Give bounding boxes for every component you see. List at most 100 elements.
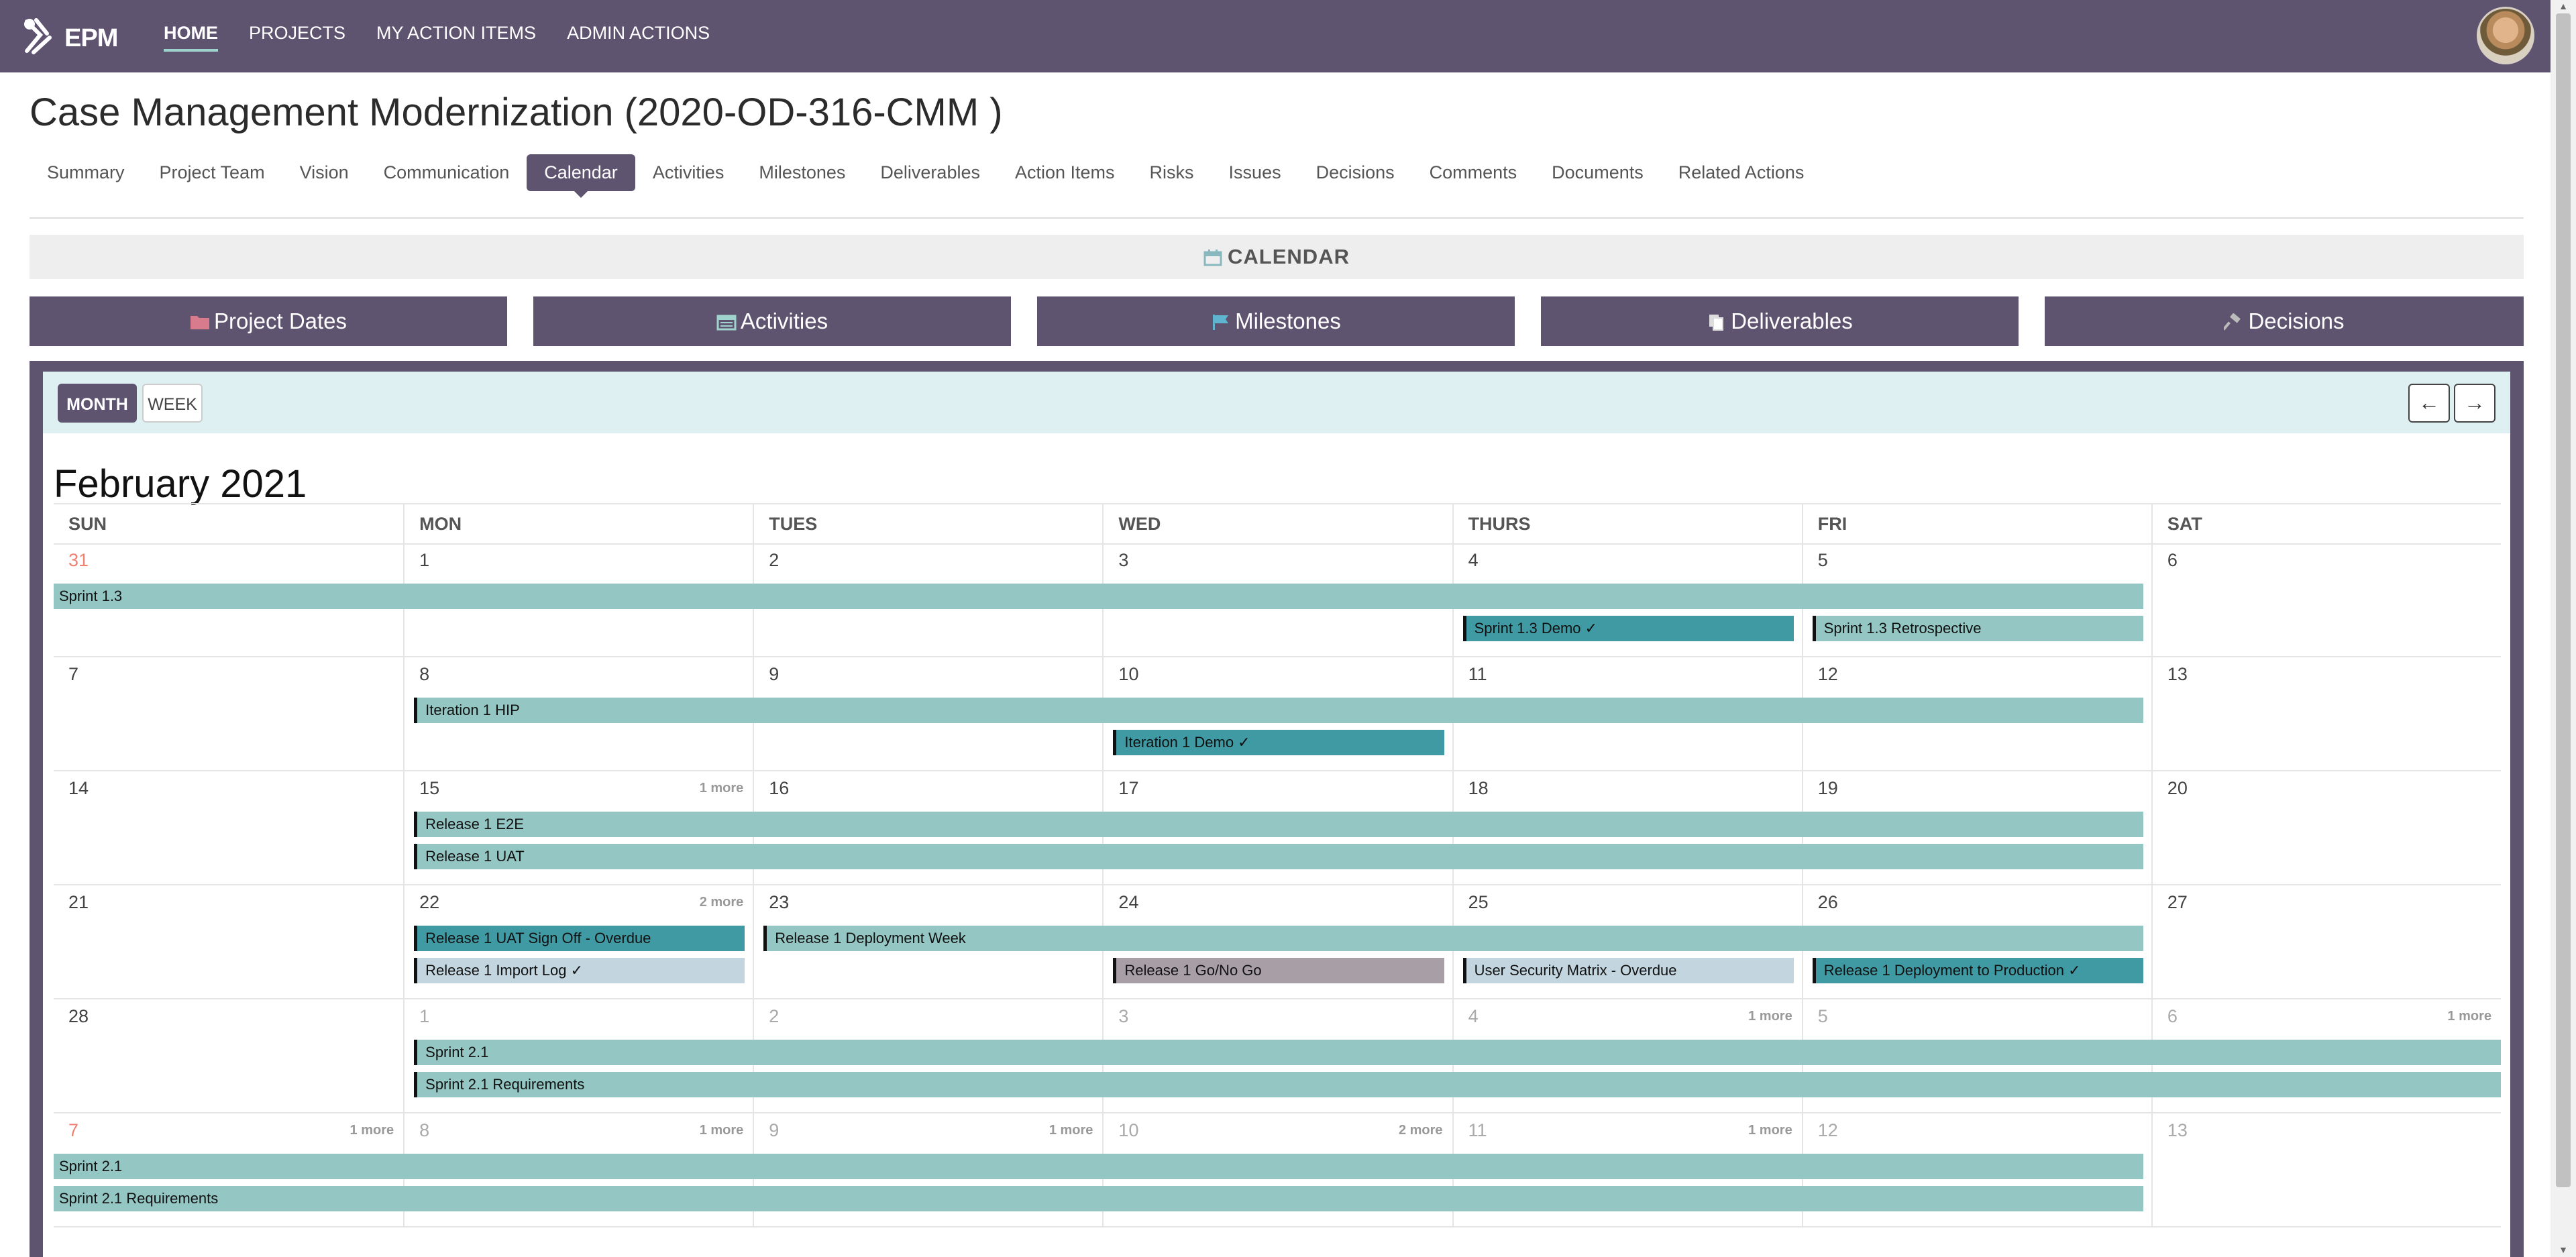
day-cell[interactable]: 28	[54, 998, 403, 1112]
calendar-event[interactable]: Sprint 1.3	[54, 584, 2143, 609]
nav-admin-actions[interactable]: ADMIN ACTIONS	[567, 23, 710, 43]
calendar-icon	[716, 315, 737, 331]
weekday-mon: MON	[403, 504, 753, 543]
user-avatar[interactable]	[2477, 7, 2534, 64]
day-cell[interactable]: 7	[54, 656, 403, 770]
day-number: 7	[68, 1120, 79, 1140]
day-number: 27	[2167, 892, 2188, 912]
calendar-event[interactable]: Sprint 2.1 Requirements	[54, 1186, 2143, 1211]
nav-home[interactable]: HOME	[164, 23, 218, 52]
week-row: 28 1 2 3 4 1 more 5 6 1 more Sprint 2.1 Sprint 2.1…	[54, 998, 2501, 1113]
tab-communication[interactable]: Communication	[383, 162, 510, 182]
day-cell[interactable]: 15 1 more	[403, 770, 753, 884]
more-events-link[interactable]: 1 more	[1748, 1009, 1792, 1024]
day-number: 11	[1468, 1120, 1487, 1140]
calendar-event[interactable]: Iteration 1 Demo ✓	[1113, 730, 1444, 755]
day-cell[interactable]: 20	[2151, 770, 2501, 884]
project-dates-button[interactable]: Project Dates	[30, 296, 507, 346]
nav-projects[interactable]: PROJECTS	[249, 23, 346, 43]
day-cell[interactable]: 23	[753, 884, 1102, 998]
more-events-link[interactable]: 1 more	[1049, 1123, 1093, 1138]
calendar-event[interactable]: Release 1 UAT Sign Off - Overdue	[414, 926, 745, 951]
day-cell[interactable]: 21	[54, 884, 403, 998]
day-number: 13	[2167, 1120, 2188, 1140]
day-cell[interactable]: 7 1 more	[54, 1112, 403, 1226]
day-number: 18	[1468, 778, 1489, 798]
prev-month-button[interactable]: ←	[2408, 384, 2450, 423]
calendar-event[interactable]: Sprint 1.3 Demo ✓	[1462, 616, 1794, 641]
more-events-link[interactable]: 2 more	[699, 895, 744, 910]
calendar-event[interactable]: Sprint 2.1	[54, 1154, 2143, 1179]
deliverables-button[interactable]: Deliverables	[1541, 296, 2019, 346]
tab-summary[interactable]: Summary	[47, 162, 125, 182]
tab-related-actions[interactable]: Related Actions	[1678, 162, 1805, 182]
scroll-up-icon[interactable]: ▲	[2559, 1, 2568, 11]
scroll-thumb[interactable]	[2556, 13, 2571, 1187]
tab-decisions[interactable]: Decisions	[1316, 162, 1395, 182]
day-number: 14	[68, 778, 89, 798]
day-cell[interactable]: 13	[2151, 656, 2501, 770]
weekday-sat: SAT	[2151, 504, 2501, 543]
day-number: 7	[68, 664, 79, 684]
milestones-button[interactable]: Milestones	[1037, 296, 1515, 346]
page-scrollbar[interactable]: ▲ ▼	[2551, 0, 2576, 1257]
day-number: 25	[1468, 892, 1489, 912]
tab-issues[interactable]: Issues	[1228, 162, 1281, 182]
calendar-event[interactable]: Sprint 1.3 Retrospective	[1812, 616, 2143, 641]
more-events-link[interactable]: 1 more	[699, 781, 744, 796]
calendar-event[interactable]: Release 1 E2E	[414, 812, 2143, 837]
calendar-event[interactable]: Release 1 Import Log ✓	[414, 958, 745, 983]
tab-activities[interactable]: Activities	[652, 162, 724, 182]
week-view-button[interactable]: WEEK	[142, 384, 203, 423]
more-events-link[interactable]: 1 more	[350, 1123, 394, 1138]
more-events-link[interactable]: 1 more	[699, 1123, 744, 1138]
week-row: 7 1 more 8 1 more 9 1 more 10 2 more 11 1 more 12 1…	[54, 1112, 2501, 1227]
logo-icon	[24, 18, 52, 54]
tab-deliverables[interactable]: Deliverables	[880, 162, 980, 182]
tab-documents[interactable]: Documents	[1552, 162, 1644, 182]
day-cell[interactable]: 14	[54, 770, 403, 884]
day-number: 4	[1468, 550, 1479, 570]
tab-milestones[interactable]: Milestones	[759, 162, 846, 182]
more-events-link[interactable]: 2 more	[1398, 1123, 1443, 1138]
activities-button[interactable]: Activities	[533, 296, 1011, 346]
more-events-link[interactable]: 1 more	[1748, 1123, 1792, 1138]
day-cell[interactable]: 22 2 more	[403, 884, 753, 998]
calendar-event[interactable]: Release 1 Go/No Go	[1113, 958, 1444, 983]
day-number: 8	[419, 664, 430, 684]
calendar-event[interactable]: User Security Matrix - Overdue	[1462, 958, 1794, 983]
calendar-event[interactable]: Release 1 Deployment to Production ✓	[1812, 958, 2143, 983]
calendar-event[interactable]: Sprint 2.1 Requirements	[414, 1072, 2501, 1097]
tab-vision[interactable]: Vision	[299, 162, 349, 182]
next-month-button[interactable]: →	[2454, 384, 2496, 423]
tab-action-items[interactable]: Action Items	[1014, 162, 1115, 182]
week-row: 31 1 2 3 4 5 6 Sprint 1.3 Sprint 1.3 Demo ✓ Sprin…	[54, 542, 2501, 657]
day-cell[interactable]: 27	[2151, 884, 2501, 998]
month-view-button[interactable]: MONTH	[58, 384, 137, 423]
day-cell[interactable]: 13	[2151, 1112, 2501, 1226]
day-number: 21	[68, 892, 89, 912]
calendar-event[interactable]: Sprint 2.1	[414, 1040, 2501, 1065]
scroll-down-icon[interactable]: ▼	[2559, 1244, 2568, 1255]
calendar-event[interactable]: Release 1 UAT	[414, 844, 2143, 869]
day-number: 19	[1817, 778, 1838, 798]
day-cell[interactable]: 31	[54, 542, 403, 656]
gavel-icon	[2224, 313, 2241, 331]
decisions-button[interactable]: Decisions	[2045, 296, 2524, 346]
day-cell[interactable]: 1	[403, 998, 753, 1112]
epm-logo[interactable]: EPM	[20, 15, 118, 58]
day-number: 13	[2167, 664, 2188, 684]
nav-my-action-items[interactable]: MY ACTION ITEMS	[376, 23, 537, 43]
more-events-link[interactable]: 1 more	[2447, 1009, 2491, 1024]
day-cell[interactable]: 8	[403, 656, 753, 770]
tabs-divider	[30, 217, 2524, 219]
day-number: 23	[769, 892, 790, 912]
calendar-event[interactable]: Release 1 Deployment Week	[763, 926, 2143, 951]
day-cell[interactable]: 6	[2151, 542, 2501, 656]
tab-comments[interactable]: Comments	[1429, 162, 1517, 182]
calendar-event[interactable]: Iteration 1 HIP	[414, 698, 2143, 723]
tab-risks[interactable]: Risks	[1149, 162, 1194, 182]
project-tabs: Summary Project Team Vision Communicatio…	[30, 154, 1821, 198]
tab-project-team[interactable]: Project Team	[159, 162, 265, 182]
tab-calendar[interactable]: Calendar	[527, 154, 635, 198]
